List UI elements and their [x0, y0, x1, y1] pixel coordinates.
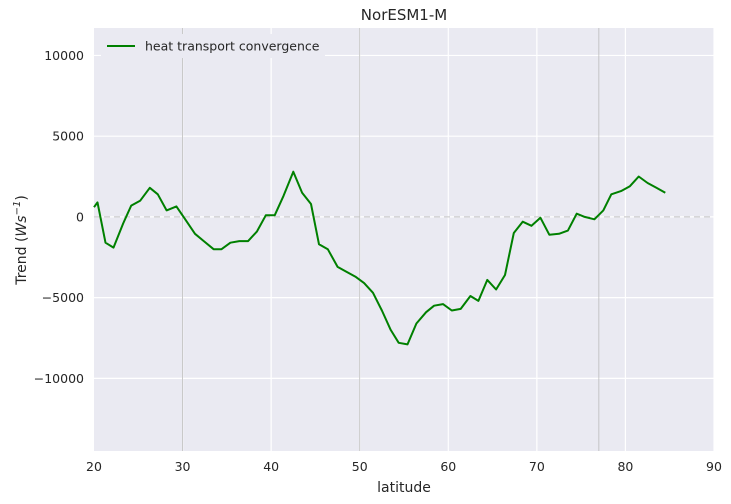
- y-axis-label: Trend (Ws−1): [12, 195, 30, 286]
- x-tick-label-20: 20: [86, 459, 102, 474]
- chart-title: NorESM1-M: [361, 6, 447, 24]
- series-line-0: [93, 170, 666, 346]
- y-axis-label-var: Ws: [14, 215, 30, 236]
- y-tick-label--10000: −10000: [34, 371, 84, 386]
- y-tick-label-0: 0: [76, 209, 84, 224]
- y-axis-label-suffix: ): [14, 195, 30, 200]
- y-axis-label-sup: −1: [12, 201, 23, 216]
- legend: heat transport convergence: [101, 34, 325, 58]
- x-tick-labels: 20 30 40 50 60 70 80 90: [86, 459, 722, 474]
- x-tick-label-70: 70: [529, 459, 545, 474]
- x-tick-label-40: 40: [263, 459, 279, 474]
- plot-background: [94, 28, 714, 451]
- x-tick-label-90: 90: [706, 459, 722, 474]
- y-axis-label-prefix: Trend (: [14, 237, 30, 286]
- y-tick-label--5000: −5000: [42, 290, 84, 305]
- x-tick-label-60: 60: [440, 459, 456, 474]
- series-layer: [93, 170, 666, 346]
- reference-lines: [182, 28, 600, 451]
- legend-box: [101, 34, 325, 58]
- x-tick-label-50: 50: [352, 459, 368, 474]
- x-tick-label-30: 30: [175, 459, 191, 474]
- x-axis-label: latitude: [377, 480, 431, 496]
- legend-label-heat-transport-convergence: heat transport convergence: [145, 39, 320, 54]
- y-tick-labels: −10000 −5000 0 5000 10000: [34, 48, 84, 386]
- x-tick-label-80: 80: [617, 459, 633, 474]
- y-tick-label-5000: 5000: [52, 129, 84, 144]
- y-tick-label-10000: 10000: [44, 48, 84, 63]
